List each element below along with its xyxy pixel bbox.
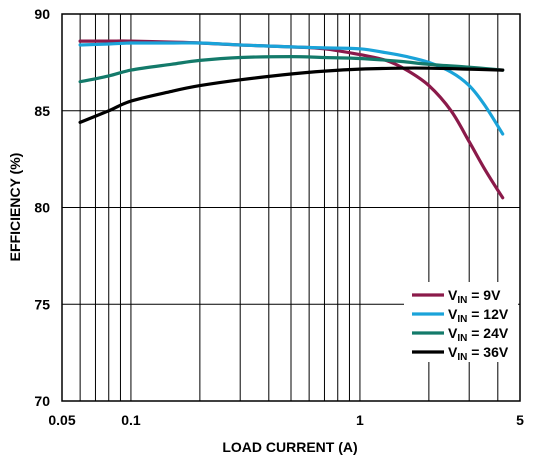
x-axis-title: LOAD CURRENT (A) <box>222 439 357 455</box>
y-tick-label: 80 <box>34 200 50 216</box>
y-axis-tick-labels: 70 75 80 85 90 <box>34 6 50 409</box>
legend-main: V <box>448 287 458 303</box>
legend-entry-2: VIN = 24V <box>448 325 509 344</box>
legend-rest: = 24V <box>467 325 509 341</box>
y-tick-label: 70 <box>34 393 50 409</box>
y-tick-label: 85 <box>34 103 50 119</box>
legend-entry-1: VIN = 12V <box>448 306 509 325</box>
series-line-1 <box>78 41 505 136</box>
legend-main: V <box>448 344 458 360</box>
legend-rest: = 36V <box>467 344 509 360</box>
legend-main: V <box>448 325 458 341</box>
series-lines <box>78 39 505 200</box>
grid-lines <box>62 14 520 401</box>
x-tick-label: 0.1 <box>121 412 141 428</box>
legend-rest: = 12V <box>467 306 509 322</box>
x-tick-label: 5 <box>516 412 524 428</box>
legend-subscript: IN <box>457 352 467 363</box>
legend-subscript: IN <box>457 314 467 325</box>
y-tick-label: 75 <box>34 296 50 312</box>
x-tick-label: 0.05 <box>48 412 75 428</box>
series-line-3 <box>78 66 505 124</box>
series-line-2 <box>78 55 505 84</box>
legend-rest: = 9V <box>467 287 501 303</box>
legend-subscript: IN <box>457 295 467 306</box>
x-axis-tick-labels: 0.05 0.1 1 5 <box>48 412 524 428</box>
y-tick-label: 90 <box>34 6 50 22</box>
legend-entry-3: VIN = 36V <box>448 344 509 363</box>
x-tick-label: 1 <box>356 412 364 428</box>
legend-main: V <box>448 306 458 322</box>
legend-subscript: IN <box>457 333 467 344</box>
legend-entry-0: VIN = 9V <box>448 287 501 306</box>
plot-frame <box>61 13 521 402</box>
y-axis-title: EFFICIENCY (%) <box>7 153 23 262</box>
